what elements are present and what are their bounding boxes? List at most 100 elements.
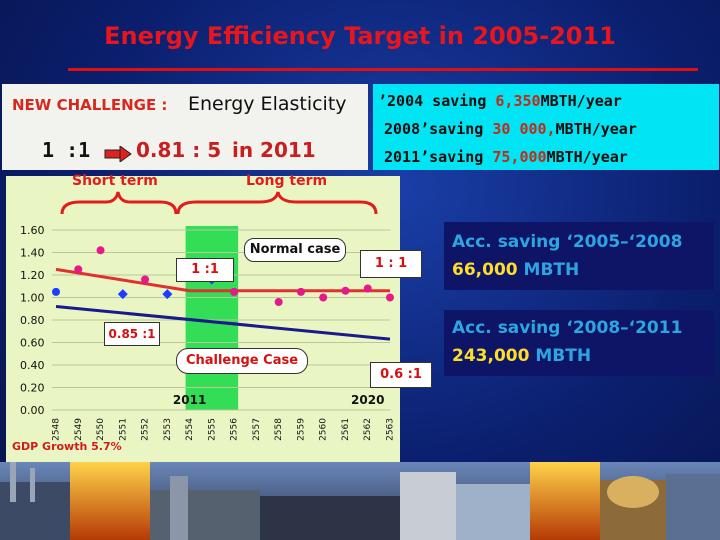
y-tick-label: 0.40 [20,359,45,372]
furnace-photo [70,462,150,540]
normal-case-callout: Normal case [244,238,346,262]
arrow-right-icon [104,146,132,162]
plant-photo [150,490,260,540]
building-photo [400,472,456,540]
x-tick-label: 2563 [386,418,396,441]
data-point [52,287,60,296]
ratio-start: 1 :1 [42,138,91,162]
x-tick-label: 2559 [296,418,306,441]
highlight-band [185,226,239,410]
challenge-label: NEW CHALLENGE : [12,96,168,114]
y-tick-label: 1.40 [20,247,45,260]
saving-line-2008: 2008’saving 30 000,MBTH/year [384,120,637,138]
x-tick-label: 2557 [252,418,262,441]
data-point [141,275,150,284]
acc-saving-panel-2 [444,310,714,376]
data-point [341,286,350,295]
saving-unit: MBTH/year [546,148,628,166]
ratio-callout-06: 0.6 :1 [370,362,432,388]
ratio-year: in 2011 [232,138,316,162]
year-marker-label: 2011 [173,393,206,407]
acc-saving-amount: 66,000 MBTH [452,260,579,280]
x-tick-label: 2548 [52,418,62,441]
data-point [386,293,394,302]
acc-saving-unit: MBTH [523,260,580,280]
long-term-brace [176,191,378,215]
acc-saving-unit: MBTH [535,346,592,366]
acc-saving-heading: Acc. saving ‘2008–‘2011 [452,318,683,338]
plant-tower [170,476,188,540]
challenge-case-trend-line [55,305,391,341]
x-tick-label: 2556 [230,418,240,441]
data-point [162,289,173,300]
data-point [74,265,83,274]
year-marker-label: 2020 [351,393,384,407]
data-point [363,284,372,293]
x-tick-label: 2562 [363,418,373,441]
short-term-label: Short term [72,173,158,189]
challenge-case-callout: Challenge Case [176,348,308,374]
acc-saving-value: 66,000 [452,260,518,280]
chart-panel: 0.00 0.20 0.40 0.60 0.80 1.00 1.20 1.40 1.60 2548… [6,176,400,464]
ratio-callout-085: 0.85 :1 [104,322,160,346]
data-point [319,293,328,302]
x-tick-label: 2551 [118,418,128,441]
chimney [30,468,35,502]
short-term-brace [60,191,178,215]
data-point [296,287,305,296]
gdp-footnote: GDP Growth 5.7% [12,440,122,453]
dome-roof [607,476,659,508]
saving-unit: MBTH/year [540,92,622,110]
y-tick-label: 0.00 [20,404,45,417]
y-tick-label: 1.00 [20,292,45,305]
saving-value: 75,000 [492,148,547,166]
chart-svg: 0.00 0.20 0.40 0.60 0.80 1.00 1.20 1.40 1.60 2548… [12,224,396,453]
title-underline [68,68,698,71]
acc-saving-value: 243,000 [452,346,530,366]
ratio-target: 0.81 : 5 [136,138,222,162]
photo-collage [0,462,720,540]
x-tick-label: 2549 [74,418,84,441]
saving-value: 6,350 [495,92,541,110]
acc-saving-heading: Acc. saving ‘2005–‘2008 [452,232,683,252]
x-tick-label: 2555 [207,418,217,441]
tower-photo [666,474,720,540]
acc-saving-amount: 243,000 MBTH [452,346,591,366]
x-tick-label: 2552 [141,418,151,441]
steel-photo [530,462,600,540]
refinery-photo [260,496,400,540]
saving-line-2011: 2011’saving 75,000MBTH/year [384,148,628,166]
data-point [274,298,283,306]
x-tick-label: 2553 [163,418,173,441]
term-braces [60,191,378,215]
ratio-callout-short: 1 :1 [176,258,234,282]
data-point [117,289,128,300]
saving-value: 30 000, [492,120,556,138]
challenge-topic: Energy Elasticity [188,93,347,115]
office-photo [456,484,530,540]
x-tick-label: 2554 [185,418,195,441]
acc-saving-panel-1 [444,222,714,290]
chimney [10,462,16,502]
saving-unit: MBTH/year [555,120,637,138]
y-tick-label: 0.60 [20,337,45,350]
saving-prefix: ’2004 saving [378,92,496,110]
saving-line-2004: ’2004 saving 6,350MBTH/year [378,92,622,110]
saving-prefix: 2008’saving [384,120,493,138]
ratio-callout-long: 1 : 1 [360,250,422,278]
y-tick-label: 0.20 [20,382,45,395]
x-tick-label: 2560 [319,418,329,441]
challenge-panel [2,84,368,170]
y-tick-label: 1.20 [20,269,45,282]
y-tick-label: 0.80 [20,314,45,327]
data-point [96,246,105,255]
slide-title: Energy Efficiency Target in 2005-2011 [104,22,616,50]
y-tick-label: 1.60 [20,224,45,237]
long-term-label: Long term [246,173,328,189]
x-tick-label: 2561 [341,418,351,441]
x-tick-label: 2550 [96,418,106,441]
data-point [230,287,239,296]
savings-panel [373,84,719,170]
x-tick-label: 2558 [274,418,284,441]
saving-prefix: 2011’saving [384,148,493,166]
